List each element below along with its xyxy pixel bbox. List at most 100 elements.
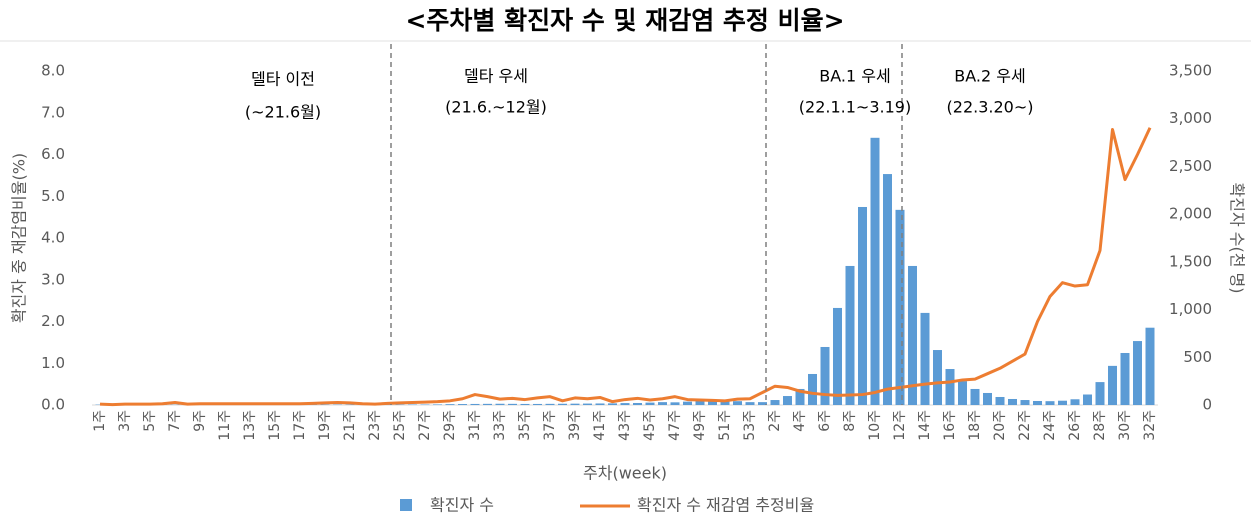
bar xyxy=(595,403,605,405)
x-tick-label: 35주 xyxy=(517,410,533,441)
x-tick-label: 3주 xyxy=(117,410,133,432)
annotation: 델타 우세 xyxy=(464,67,528,86)
bar xyxy=(833,307,842,405)
bar xyxy=(683,401,692,405)
x-tick-label: 30주 xyxy=(1117,410,1133,441)
x-tick-label: 29주 xyxy=(442,410,458,441)
x-tick-label: 21주 xyxy=(342,410,358,441)
bar xyxy=(783,396,792,405)
bar xyxy=(1058,400,1067,405)
line xyxy=(99,127,1152,407)
bar xyxy=(695,400,705,405)
bar xyxy=(1045,401,1055,405)
x-tick-label: 20주 xyxy=(992,410,1008,441)
bar xyxy=(620,403,630,405)
bar xyxy=(1008,398,1017,405)
annotation: 델타 이전 xyxy=(251,70,315,89)
x-tick-label: 8주 xyxy=(842,410,858,432)
bar xyxy=(895,209,905,405)
bar xyxy=(733,401,742,405)
legend-label: 확진자 수 xyxy=(430,496,494,515)
bar xyxy=(908,265,917,405)
bar xyxy=(758,402,767,405)
bar xyxy=(570,403,580,405)
x-tick-label: 13주 xyxy=(242,410,258,441)
y2-axis-label: 확진자 수(천 명) xyxy=(1228,183,1247,294)
x-tick-label: 22주 xyxy=(1017,410,1033,441)
y-tick-label: 8.0 xyxy=(41,62,65,80)
bar xyxy=(945,369,955,405)
y2-tick-label: 2,000 xyxy=(1169,205,1212,223)
bar xyxy=(583,403,592,405)
bar xyxy=(795,388,805,405)
x-tick-label: 14주 xyxy=(917,410,933,441)
bar xyxy=(920,312,930,405)
x-tick-label: 12주 xyxy=(892,410,908,441)
bar xyxy=(1020,400,1030,405)
x-tick-label: 23주 xyxy=(367,410,383,441)
bar xyxy=(608,403,617,405)
y-tick-label: 6.0 xyxy=(41,145,65,163)
bar xyxy=(1095,382,1105,405)
x-tick-label: 28주 xyxy=(1092,410,1108,441)
bar xyxy=(533,403,542,405)
y2-tick-label: 2,500 xyxy=(1169,157,1212,175)
bar xyxy=(558,403,567,405)
y2-tick-label: 1,000 xyxy=(1169,300,1212,318)
annotation: BA.1 우세 xyxy=(819,67,890,86)
bar xyxy=(495,403,505,405)
x-tick-label: 24주 xyxy=(1042,410,1058,441)
x-tick-label: 31주 xyxy=(467,410,483,441)
x-tick-label: 7주 xyxy=(167,410,183,432)
x-tick-label: 39주 xyxy=(567,410,583,441)
bar xyxy=(745,402,755,405)
bar xyxy=(445,404,455,405)
x-tick-label: 41주 xyxy=(592,410,608,441)
bar xyxy=(1108,365,1117,405)
x-tick-label: 16주 xyxy=(942,410,958,441)
y-tick-label: 5.0 xyxy=(41,187,65,205)
x-tick-label: 45주 xyxy=(642,410,658,441)
x-tick-label: 17주 xyxy=(292,410,308,441)
bar xyxy=(708,400,717,405)
x-tick-label: 9주 xyxy=(192,410,208,432)
x-tick-label: 15주 xyxy=(267,410,283,441)
x-tick-label: 49주 xyxy=(692,410,708,441)
x-tick-label: 53주 xyxy=(742,410,758,441)
bar xyxy=(1120,352,1130,405)
bar xyxy=(808,373,817,405)
bar xyxy=(433,404,442,405)
bar xyxy=(658,402,667,405)
legend-swatch xyxy=(400,499,412,511)
x-tick-label: 26주 xyxy=(1067,410,1083,441)
y2-tick-label: 0 xyxy=(1202,396,1212,414)
x-tick-label: 18주 xyxy=(967,410,983,441)
bar xyxy=(970,388,980,405)
y-tick-label: 0.0 xyxy=(41,396,65,414)
bar xyxy=(845,265,855,405)
x-axis-label: 주차(week) xyxy=(583,464,667,483)
bar xyxy=(1133,341,1142,405)
bar xyxy=(983,392,992,405)
x-tick-label: 1주 xyxy=(92,410,108,432)
bar xyxy=(858,206,867,405)
bar xyxy=(470,403,480,405)
y2-tick-label: 3,500 xyxy=(1169,62,1212,80)
x-tick-label: 43주 xyxy=(617,410,633,441)
x-tick-label: 6주 xyxy=(817,410,833,432)
chart-title: <주차별 확진자 수 및 재감염 추정 비율> xyxy=(405,6,844,35)
bar xyxy=(508,403,517,405)
y2-tick-label: 1,500 xyxy=(1169,252,1212,270)
y-axis-label: 확진자 중 재감염비율(%) xyxy=(10,153,29,323)
y2-tick-label: 500 xyxy=(1183,348,1212,366)
bar xyxy=(458,404,467,405)
bar xyxy=(870,137,880,406)
x-tick-label: 5주 xyxy=(142,410,158,432)
annotation: (21.6.~12월) xyxy=(445,98,547,117)
x-tick-label: 2주 xyxy=(767,410,783,432)
bar xyxy=(1145,327,1155,405)
y2-tick-label: 3,000 xyxy=(1169,109,1212,127)
x-tick-label: 4주 xyxy=(792,410,808,432)
annotation: (22.3.20~) xyxy=(947,98,1034,117)
